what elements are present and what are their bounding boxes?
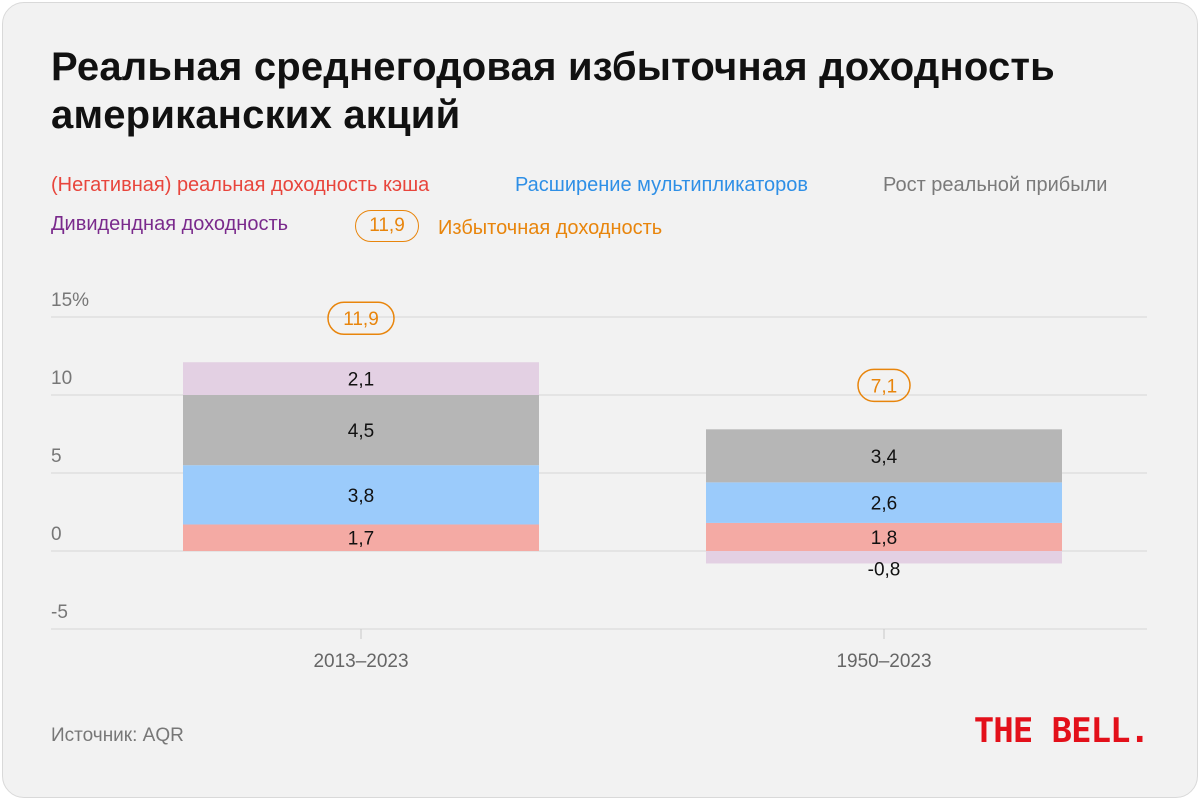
segment-value-label: -0,8 [868, 559, 901, 580]
bar-segment [706, 522, 1062, 551]
x-category-label: 2013–2023 [313, 651, 408, 672]
segment-value-label: 1,8 [871, 528, 897, 549]
total-value-label: 7,1 [871, 376, 897, 397]
segment-value-label: 3,4 [871, 447, 898, 468]
bar-segment [183, 362, 539, 395]
segment-value-label: 2,1 [348, 370, 374, 391]
legend-item-dividends: Дивидендная доходность [51, 213, 289, 235]
segment-value-label: 4,5 [348, 421, 374, 442]
bar-segment [183, 465, 539, 525]
segment-value-label: 1,7 [348, 529, 374, 550]
source-note: Источник: AQR [51, 725, 184, 746]
bar-segment [706, 429, 1062, 483]
legend-item-multiples: Расширение мультипликаторов [515, 174, 809, 196]
x-category-label: 1950–2023 [836, 651, 931, 672]
y-tick-label: 5 [51, 446, 62, 467]
the-bell-logo: THE BELL. [973, 711, 1150, 751]
chart-title: Реальная среднегодовая избыточная доходн… [51, 45, 1055, 137]
legend-item-earnings: Рост реальной прибыли [883, 174, 1108, 196]
legend-item-excess: Избыточная доходность [438, 217, 663, 239]
total-badge [857, 368, 911, 403]
bar-segment [183, 395, 539, 466]
bar-segment [183, 524, 539, 551]
y-tick-label: 15% [51, 290, 89, 311]
total-value-label: 11,9 [343, 309, 379, 330]
legend-item-cash: (Негативная) реальная доходность кэша [51, 174, 430, 196]
total-badge [327, 301, 395, 335]
segment-value-label: 2,6 [871, 494, 897, 515]
y-tick-label: -5 [51, 602, 68, 623]
stacked-bar-chart: 15% 10 5 0 -5 1,7 3,8 4,5 2,1 11,9 2013–2023 1,8 2,6… [51, 290, 1147, 672]
legend-excess-badge: 11,9 [355, 210, 419, 242]
bar-segment [706, 551, 1062, 564]
y-tick-label: 0 [51, 524, 62, 545]
segment-value-label: 3,8 [348, 486, 374, 507]
y-tick-label: 10 [51, 368, 72, 389]
bar-segment [706, 482, 1062, 523]
